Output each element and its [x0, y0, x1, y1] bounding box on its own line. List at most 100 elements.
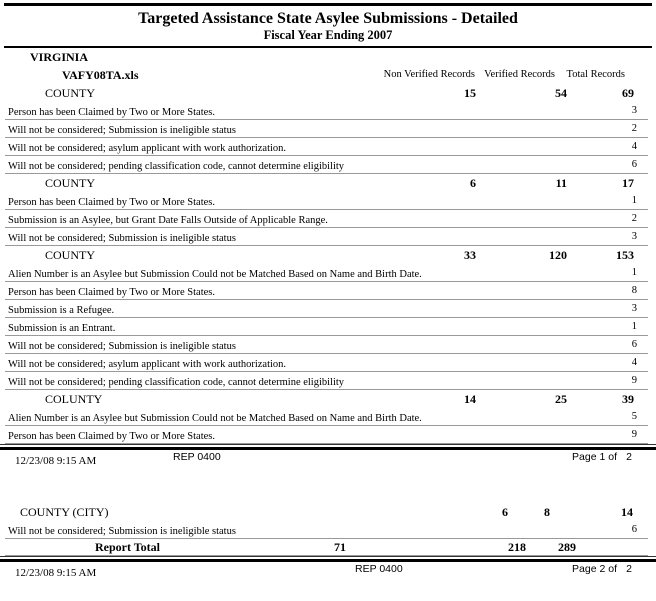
report-subtitle: Fiscal Year Ending 2007 — [263, 28, 393, 42]
reason-text: Will not be considered; asylum applicant… — [8, 143, 287, 154]
table-row: Alien Number is an Asylee but Submission… — [5, 264, 648, 282]
reason-text: Will not be considered; Submission is in… — [8, 233, 236, 244]
reason-text: Will not be considered; Submission is in… — [8, 341, 236, 352]
table-row: Will not be considered; Submission is in… — [5, 228, 648, 246]
file-header-row: VAFY08TA.xls Non Verified Records Verifi… — [5, 66, 648, 84]
section-header-row: COUNTY (CITY) 6 8 14 — [5, 503, 648, 521]
verified-count: 11 — [555, 176, 567, 190]
page-gap — [0, 468, 656, 503]
table-row: Submission is a Refugee. 3 — [5, 300, 648, 318]
total-count: 17 — [622, 176, 634, 190]
non-verified-count: 14 — [464, 392, 476, 406]
reason-text: Will not be considered; Submission is in… — [8, 526, 236, 537]
verified-count: 8 — [544, 505, 550, 519]
reason-text: Alien Number is an Asylee but Submission… — [8, 413, 422, 424]
reason-text: Person has been Claimed by Two or More S… — [8, 287, 215, 298]
page1-footer: 12/23/08 9:15 AM REP 0400 Page 1 of 2 — [0, 450, 656, 468]
table-row: Person has been Claimed by Two or More S… — [5, 426, 648, 444]
report-id: REP 0400 — [173, 451, 221, 463]
table-row: Will not be considered; asylum applicant… — [5, 354, 648, 372]
row-value: 6 — [631, 524, 637, 535]
row-value: 5 — [631, 411, 637, 422]
table-row: Will not be considered; Submission is in… — [5, 336, 648, 354]
section-header-row: COUNTY 15 54 69 — [5, 84, 648, 102]
section-label: COUNTY — [45, 86, 95, 100]
verified-count: 54 — [555, 86, 567, 100]
page2-footer: 12/23/08 9:15 AM REP 0400 Page 2 of 2 — [0, 562, 656, 580]
column-header-non-verified: Non Verified Records — [383, 69, 475, 80]
report-title: Targeted Assistance State Asylee Submiss… — [138, 10, 518, 27]
reason-text: Person has been Claimed by Two or More S… — [8, 431, 215, 442]
non-verified-count: 33 — [464, 248, 476, 262]
row-value: 9 — [631, 429, 637, 440]
report-total-total: 289 — [558, 540, 576, 554]
row-value: 2 — [631, 123, 637, 134]
row-value: 1 — [631, 195, 637, 206]
section-header-row: COUNTY 6 11 17 — [5, 174, 648, 192]
row-value: 9 — [631, 375, 637, 386]
reason-text: Submission is an Asylee, but Grant Date … — [8, 215, 328, 226]
state-name: VIRGINIA — [30, 50, 89, 64]
page-indicator-label: Page 2 of — [572, 563, 617, 575]
table-row: Will not be considered; pending classifi… — [5, 372, 648, 390]
state-row: VIRGINIA — [5, 48, 648, 66]
section-label: COLUNTY — [45, 392, 103, 406]
page-indicator-label: Page 1 of — [572, 451, 617, 463]
total-count: 14 — [621, 505, 633, 519]
row-value: 3 — [631, 303, 637, 314]
reason-text: Will not be considered; asylum applicant… — [8, 359, 287, 370]
table-row: Submission is an Entrant. 1 — [5, 318, 648, 336]
row-value: 1 — [631, 321, 637, 332]
row-value: 8 — [631, 285, 637, 296]
column-header-verified: Verified Records — [484, 69, 555, 80]
column-header-total: Total Records — [566, 69, 625, 80]
table-row: Person has been Claimed by Two or More S… — [5, 192, 648, 210]
report-table-page2: COUNTY (CITY) 6 8 14 Will not be conside… — [5, 503, 648, 556]
reason-text: Person has been Claimed by Two or More S… — [8, 197, 215, 208]
report-id: REP 0400 — [355, 563, 403, 575]
section-label: COUNTY (CITY) — [20, 505, 109, 519]
page-break-rule — [0, 556, 656, 562]
row-value: 3 — [631, 231, 637, 242]
reason-text: Submission is a Refugee. — [8, 305, 115, 316]
reason-text: Will not be considered; Submission is in… — [8, 125, 236, 136]
table-row: Alien Number is an Asylee but Submission… — [5, 408, 648, 426]
row-value: 1 — [631, 267, 637, 278]
row-value: 6 — [631, 339, 637, 350]
section-header-row: COUNTY 33 120 153 — [5, 246, 648, 264]
page-break-rule — [0, 444, 656, 450]
non-verified-count: 15 — [464, 86, 476, 100]
non-verified-count: 6 — [470, 176, 476, 190]
section-label: COUNTY — [45, 248, 95, 262]
table-row: Will not be considered; Submission is in… — [5, 521, 648, 539]
total-count: 39 — [622, 392, 634, 406]
total-count: 153 — [616, 248, 634, 262]
section-header-row: COLUNTY 14 25 39 — [5, 390, 648, 408]
total-count: 69 — [622, 86, 634, 100]
report-total-label: Report Total — [95, 540, 161, 554]
reason-text: Submission is an Entrant. — [8, 323, 116, 334]
reason-text: Alien Number is an Asylee but Submission… — [8, 269, 422, 280]
report-total-non-verified: 71 — [334, 540, 346, 554]
verified-count: 25 — [555, 392, 567, 406]
reason-text: Person has been Claimed by Two or More S… — [8, 107, 215, 118]
row-value: 2 — [631, 213, 637, 224]
verified-count: 120 — [549, 248, 567, 262]
table-row: Will not be considered; Submission is in… — [5, 120, 648, 138]
table-row: Will not be considered; asylum applicant… — [5, 138, 648, 156]
page-indicator-total: 2 — [626, 451, 632, 463]
timestamp: 12/23/08 9:15 AM — [15, 455, 97, 467]
row-value: 4 — [631, 357, 637, 368]
top-rule — [4, 3, 652, 6]
file-name: VAFY08TA.xls — [62, 68, 139, 82]
report-total-verified: 218 — [508, 540, 526, 554]
row-value: 4 — [631, 141, 637, 152]
table-row: Person has been Claimed by Two or More S… — [5, 282, 648, 300]
non-verified-count: 6 — [502, 505, 508, 519]
timestamp: 12/23/08 9:15 AM — [15, 567, 97, 579]
reason-text: Will not be considered; pending classifi… — [8, 161, 345, 172]
section-label: COUNTY — [45, 176, 95, 190]
report-total-row: Report Total 71 218 289 — [5, 539, 648, 556]
report-table-page1: VIRGINIA VAFY08TA.xls Non Verified Recor… — [5, 48, 648, 444]
table-row: Submission is an Asylee, but Grant Date … — [5, 210, 648, 228]
